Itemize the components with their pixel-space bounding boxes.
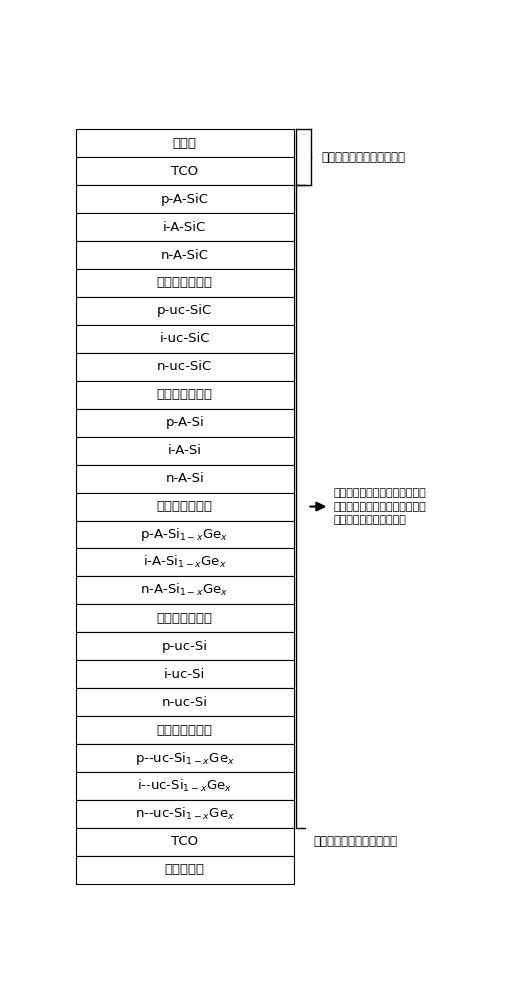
Bar — [76, 465, 293, 493]
Bar — [76, 185, 293, 213]
Text: i-uc-Si: i-uc-Si — [164, 668, 205, 681]
Text: n-A-Si$_{1-x}$Ge$_x$: n-A-Si$_{1-x}$Ge$_x$ — [141, 582, 229, 598]
Text: n-uc-SiC: n-uc-SiC — [157, 360, 212, 373]
Bar — [76, 241, 293, 269]
Bar — [76, 297, 293, 325]
Bar — [76, 744, 293, 772]
Bar — [76, 800, 293, 828]
Text: 复合中间反射层: 复合中间反射层 — [157, 612, 213, 625]
Bar — [76, 353, 293, 381]
Text: n-A-SiC: n-A-SiC — [160, 249, 208, 262]
Text: 光结晶和氮化处理，或高密度等: 光结晶和氮化处理，或高密度等 — [334, 502, 427, 512]
Bar — [76, 381, 293, 409]
Text: p-uc-SiC: p-uc-SiC — [157, 304, 212, 317]
Text: p--uc-Si$_{1-x}$Ge$_x$: p--uc-Si$_{1-x}$Ge$_x$ — [135, 750, 235, 767]
Bar — [76, 856, 293, 884]
Text: 复合中间反射层: 复合中间反射层 — [157, 388, 213, 401]
Text: i-uc-SiC: i-uc-SiC — [159, 332, 210, 345]
Bar — [76, 325, 293, 353]
Bar — [76, 604, 293, 632]
Text: 复合中间反射层: 复合中间反射层 — [157, 724, 213, 737]
Bar — [76, 213, 293, 241]
Bar — [76, 129, 293, 157]
Text: 溶胶，凝胶和物理气相沉积: 溶胶，凝胶和物理气相沉积 — [313, 835, 398, 848]
Text: p-A-Si$_{1-x}$Ge$_x$: p-A-Si$_{1-x}$Ge$_x$ — [141, 526, 229, 543]
Text: n--uc-Si$_{1-x}$Ge$_x$: n--uc-Si$_{1-x}$Ge$_x$ — [135, 806, 235, 822]
Text: 复合中间反射层: 复合中间反射层 — [157, 276, 213, 289]
Bar — [76, 269, 293, 297]
Text: i-A-Si: i-A-Si — [168, 444, 202, 457]
Bar — [76, 688, 293, 716]
Text: p-uc-Si: p-uc-Si — [161, 640, 207, 653]
Text: i--uc-Si$_{1-x}$Ge$_x$: i--uc-Si$_{1-x}$Ge$_x$ — [137, 778, 232, 794]
Bar — [76, 576, 293, 604]
Bar — [76, 548, 293, 576]
Bar — [76, 493, 293, 521]
Bar — [76, 157, 293, 185]
Text: 不锈钔基片: 不锈钔基片 — [165, 863, 205, 876]
Bar — [76, 716, 293, 744]
Text: p-A-Si: p-A-Si — [165, 416, 204, 429]
Text: 减反射: 减反射 — [173, 137, 197, 150]
Text: 溶胶，凝胶和物理气相沉积: 溶胶，凝胶和物理气相沉积 — [321, 151, 405, 164]
Bar — [76, 632, 293, 660]
Text: 复合中间反射层: 复合中间反射层 — [157, 500, 213, 513]
Text: i-A-Si$_{1-x}$Ge$_x$: i-A-Si$_{1-x}$Ge$_x$ — [143, 554, 226, 570]
Text: n-A-Si: n-A-Si — [165, 472, 204, 485]
Text: p-A-SiC: p-A-SiC — [160, 193, 208, 206]
Bar — [76, 521, 293, 548]
Bar — [76, 828, 293, 856]
Text: 等离子增强型化学气相沉积，激: 等离子增强型化学气相沉积，激 — [334, 488, 427, 498]
Bar — [76, 772, 293, 800]
Text: n-uc-Si: n-uc-Si — [161, 696, 207, 709]
Bar — [76, 437, 293, 465]
Bar — [76, 409, 293, 437]
Text: TCO: TCO — [171, 165, 198, 178]
Bar — [76, 660, 293, 688]
Text: i-A-SiC: i-A-SiC — [163, 221, 206, 234]
Text: TCO: TCO — [171, 835, 198, 848]
Text: 离子增强型化学气相沉积: 离子增强型化学气相沉积 — [334, 515, 407, 525]
